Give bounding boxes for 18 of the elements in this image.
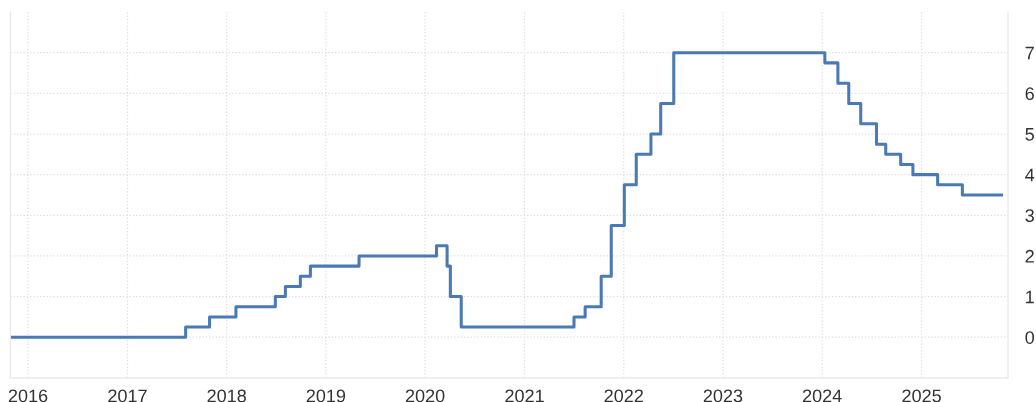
y-tick-label: 1 <box>1026 290 1034 304</box>
x-tick-label: 2020 <box>405 389 445 402</box>
y-tick-label: 2 <box>1025 249 1034 263</box>
x-tick-label: 2023 <box>703 389 743 402</box>
x-tick-label: 2019 <box>306 389 346 402</box>
x-tick-label: 2024 <box>802 389 842 402</box>
x-tick-label: 2021 <box>505 389 544 402</box>
x-tick-label: 2018 <box>207 389 246 402</box>
x-tick-label: 2022 <box>604 389 643 402</box>
y-tick-label: 7 <box>1025 46 1034 60</box>
y-tick-label: 4 <box>1025 168 1035 182</box>
x-tick-label: 2016 <box>8 389 48 402</box>
x-tick-label: 2025 <box>902 389 941 402</box>
y-tick-label: 6 <box>1025 87 1034 101</box>
y-tick-label: 0 <box>1025 331 1035 344</box>
x-tick-label: 2017 <box>108 389 147 402</box>
y-tick-label: 3 <box>1025 209 1034 223</box>
y-tick-label: 5 <box>1025 128 1034 141</box>
